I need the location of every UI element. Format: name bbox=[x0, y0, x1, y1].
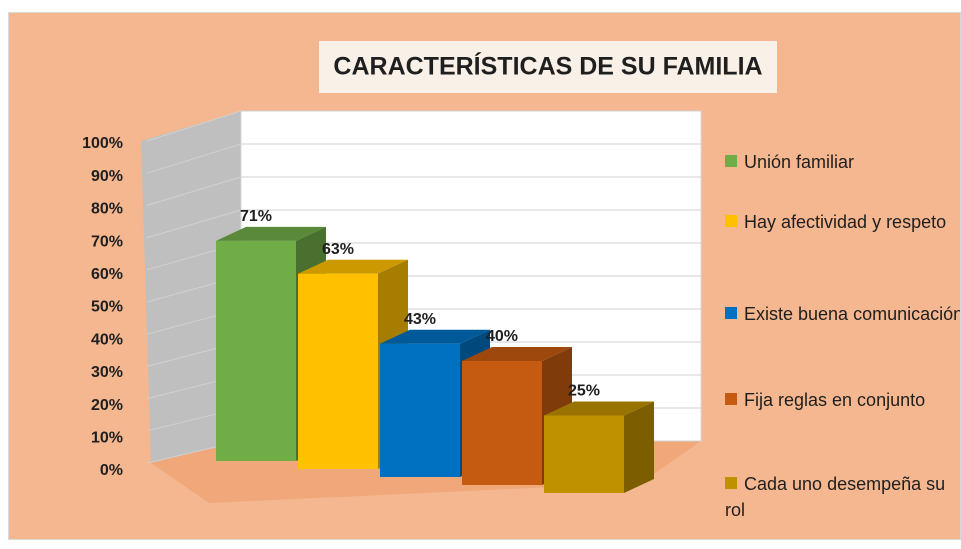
legend-swatch bbox=[725, 215, 737, 227]
chart: CARACTERÍSTICAS DE SU FAMILIA 0% 10% 20% 30… bbox=[8, 12, 961, 540]
legend-label: Hay afectividad y respeto bbox=[744, 212, 947, 232]
y-tick-label: 70% bbox=[91, 233, 123, 250]
grid-line bbox=[146, 110, 701, 142]
bar bbox=[462, 361, 542, 485]
data-label: 63% bbox=[322, 241, 354, 258]
y-tick-label: 20% bbox=[91, 397, 123, 414]
y-tick-label: 100% bbox=[82, 135, 123, 152]
y-tick-label: 10% bbox=[91, 430, 123, 447]
grid-line bbox=[146, 176, 701, 206]
grid-line bbox=[146, 209, 701, 239]
title-box bbox=[319, 41, 777, 93]
bar bbox=[298, 273, 378, 469]
legend-swatch bbox=[725, 307, 737, 319]
bar-side bbox=[624, 401, 654, 493]
data-label: 25% bbox=[568, 383, 600, 400]
bar-top bbox=[462, 347, 572, 361]
bar-top bbox=[298, 259, 408, 274]
legend-label: Cada uno desempeña su rol bbox=[725, 474, 946, 520]
bar bbox=[380, 343, 460, 477]
legend-item: Hay afectividad y respeto bbox=[725, 209, 960, 235]
y-tick-label: 50% bbox=[91, 299, 123, 316]
y-tick-label: 40% bbox=[91, 331, 123, 348]
legend-swatch bbox=[725, 155, 737, 167]
data-label: 43% bbox=[404, 311, 436, 328]
bar-top bbox=[544, 401, 654, 416]
data-label: 71% bbox=[240, 208, 272, 225]
legend-item: Fija reglas en conjunto bbox=[725, 387, 960, 413]
y-tick-label: 0% bbox=[100, 462, 123, 479]
legend-item: Cada uno desempeña su rol bbox=[725, 471, 960, 523]
legend-swatch bbox=[725, 477, 737, 489]
bar-top bbox=[216, 226, 326, 241]
data-label: 40% bbox=[486, 328, 518, 345]
chart-svg: CARACTERÍSTICAS DE SU FAMILIA 0% 10% 20% 30… bbox=[82, 41, 777, 503]
legend-swatch bbox=[725, 393, 737, 405]
bar bbox=[544, 415, 624, 493]
legend-item: Unión familiar bbox=[725, 149, 960, 175]
y-tick-label: 90% bbox=[91, 168, 123, 185]
legend-item: Existe buena comunicación bbox=[725, 301, 961, 327]
legend-label: Unión familiar bbox=[744, 152, 855, 172]
y-tick-label: 30% bbox=[91, 364, 123, 381]
legend-label: Existe buena comunicación bbox=[744, 304, 961, 324]
bar bbox=[216, 240, 296, 461]
y-tick-label: 60% bbox=[91, 266, 123, 283]
grid-line bbox=[146, 143, 701, 174]
y-tick-label: 80% bbox=[91, 201, 123, 218]
bar-top bbox=[380, 329, 490, 344]
chart-title: CARACTERÍSTICAS DE SU FAMILIA bbox=[333, 52, 762, 81]
legend-label: Fija reglas en conjunto bbox=[744, 390, 926, 410]
